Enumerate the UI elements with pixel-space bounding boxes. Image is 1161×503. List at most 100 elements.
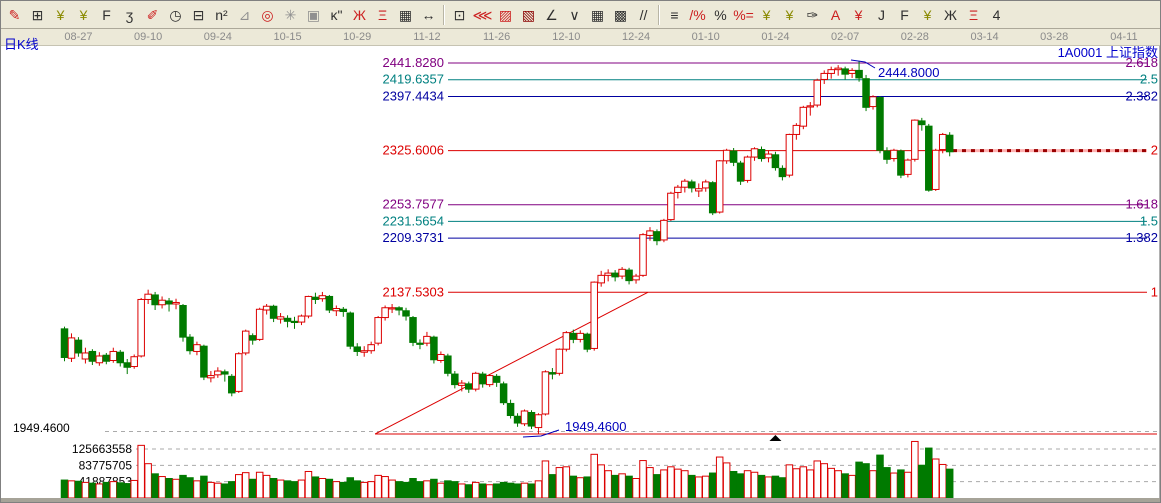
candle xyxy=(932,149,940,190)
bian-slope-icon[interactable]: Ξ xyxy=(968,6,979,23)
volume-marker-triangle[interactable] xyxy=(769,435,782,441)
toolbar-separator xyxy=(658,4,660,25)
candle xyxy=(74,339,83,354)
fib-ratio-label: 2.618 xyxy=(1125,55,1158,70)
candle xyxy=(611,272,619,278)
candle xyxy=(200,345,208,378)
angle-flag-icon[interactable]: ⊿ xyxy=(238,6,251,23)
volume-bar xyxy=(925,447,933,499)
gold-slope-icon[interactable]: ¥ xyxy=(854,6,863,23)
candle xyxy=(695,188,703,192)
candle xyxy=(897,150,905,176)
ledger-note-icon[interactable]: ≡ xyxy=(670,6,679,23)
candle xyxy=(576,332,585,340)
ray-box-dark-icon[interactable]: ▧ xyxy=(521,6,536,23)
dense-grid-icon[interactable]: ▦ xyxy=(590,6,605,23)
candle xyxy=(750,148,759,158)
shen-slope-icon[interactable]: Ж xyxy=(944,6,957,23)
gold-section-icon[interactable]: ¥ xyxy=(56,6,65,23)
volume-bar xyxy=(130,479,138,499)
n-squared-icon[interactable]: n² xyxy=(215,6,228,23)
ruler-grid-icon[interactable]: ⊞ xyxy=(31,6,44,23)
a-lines-icon[interactable]: A xyxy=(830,6,841,23)
volume-bar xyxy=(409,478,417,499)
hash-grid-icon[interactable]: ⊟ xyxy=(192,6,205,23)
gold-channel-icon[interactable]: ¥ xyxy=(79,6,88,23)
volume-bar xyxy=(465,484,473,499)
j-slope-icon[interactable]: J xyxy=(878,6,885,23)
cycle-clock-icon[interactable]: ◷ xyxy=(169,6,182,23)
brush-icon[interactable]: ✎ xyxy=(8,6,21,23)
gold-coin-half-icon[interactable]: ¥ xyxy=(785,6,794,23)
candle xyxy=(465,383,473,390)
candle xyxy=(102,354,111,362)
ying-grid-icon[interactable]: Ξ xyxy=(377,6,388,23)
candle xyxy=(193,344,201,352)
gold-slope-2-icon[interactable]: ¥ xyxy=(923,6,932,23)
candle xyxy=(186,336,194,352)
ray-box-icon[interactable]: ▨ xyxy=(498,6,513,23)
volume-bar xyxy=(367,481,375,499)
volume-bar xyxy=(172,478,180,499)
f-slope-icon[interactable]: F xyxy=(900,6,909,23)
parallel-lines-icon[interactable]: // xyxy=(639,6,648,23)
candle xyxy=(583,333,591,350)
shen-grid-icon[interactable]: Ж xyxy=(353,6,366,23)
volume-bar xyxy=(416,481,424,499)
date-tick-label: 10-15 xyxy=(273,31,302,43)
angle-line-icon[interactable]: ∠ xyxy=(545,6,558,23)
high-annotation-text[interactable]: 2444.8000 xyxy=(878,65,939,80)
candle xyxy=(137,298,145,357)
candle xyxy=(248,335,257,341)
candle xyxy=(548,372,557,375)
low-annotation-text[interactable]: 1949.4600 xyxy=(565,419,626,434)
candle xyxy=(918,120,926,126)
four-slope-icon[interactable]: 4 xyxy=(992,6,1001,23)
star-burst-icon[interactable]: ✳ xyxy=(284,6,297,23)
ray-fan-icon[interactable]: ⋘ xyxy=(472,6,493,23)
date-tick-label: 03-14 xyxy=(970,31,999,43)
volume-bar xyxy=(618,473,626,499)
crosshair-target-icon[interactable]: ◎ xyxy=(261,6,274,23)
volume-bar xyxy=(186,477,194,499)
gold-coin-icon[interactable]: ¥ xyxy=(762,6,771,23)
frame-tool-icon[interactable]: ⊡ xyxy=(453,6,466,23)
volume-bar xyxy=(430,478,438,499)
trend-line[interactable] xyxy=(374,291,649,435)
k-quote-icon[interactable]: ĸ" xyxy=(330,6,343,23)
percent-icon[interactable]: % xyxy=(714,6,727,23)
candle xyxy=(639,234,647,276)
notebook-pen-icon[interactable]: ✑ xyxy=(806,6,819,23)
volume-bar xyxy=(395,481,403,499)
candle xyxy=(681,180,689,188)
pen-ruler-icon[interactable]: ✐ xyxy=(146,6,159,23)
volume-bar xyxy=(151,473,159,499)
candle xyxy=(604,272,612,276)
spiral-square-icon[interactable]: ▣ xyxy=(306,6,321,23)
corner-grid-icon[interactable]: ▩ xyxy=(613,6,628,23)
candle xyxy=(834,67,842,71)
volume-bar xyxy=(848,474,856,499)
volume-bar xyxy=(269,478,278,499)
width-arrows-icon[interactable]: ↔ xyxy=(421,6,436,23)
date-tick-label: 11-12 xyxy=(413,31,441,43)
volume-bar xyxy=(451,481,459,499)
vee-lines-icon[interactable]: ∨ xyxy=(569,6,580,23)
candle xyxy=(332,308,341,312)
candle xyxy=(221,371,229,375)
volume-bar xyxy=(492,483,501,499)
table-123-icon[interactable]: ▦ xyxy=(398,6,413,23)
percent-line-icon[interactable]: %= xyxy=(733,6,754,23)
price-bottom-label: 1949.4600 xyxy=(13,421,70,435)
candle xyxy=(667,192,675,221)
hook-curve-icon[interactable]: ʒ xyxy=(125,6,134,23)
volume-bar xyxy=(792,468,801,499)
candle xyxy=(492,375,501,383)
volume-bar xyxy=(137,444,145,499)
candle xyxy=(478,373,487,385)
f-grid-icon[interactable]: F xyxy=(102,6,111,23)
candle xyxy=(409,317,417,343)
volume-bar xyxy=(297,479,306,499)
percent-strike-icon[interactable]: /% xyxy=(689,6,706,23)
volume-bar xyxy=(478,483,487,499)
